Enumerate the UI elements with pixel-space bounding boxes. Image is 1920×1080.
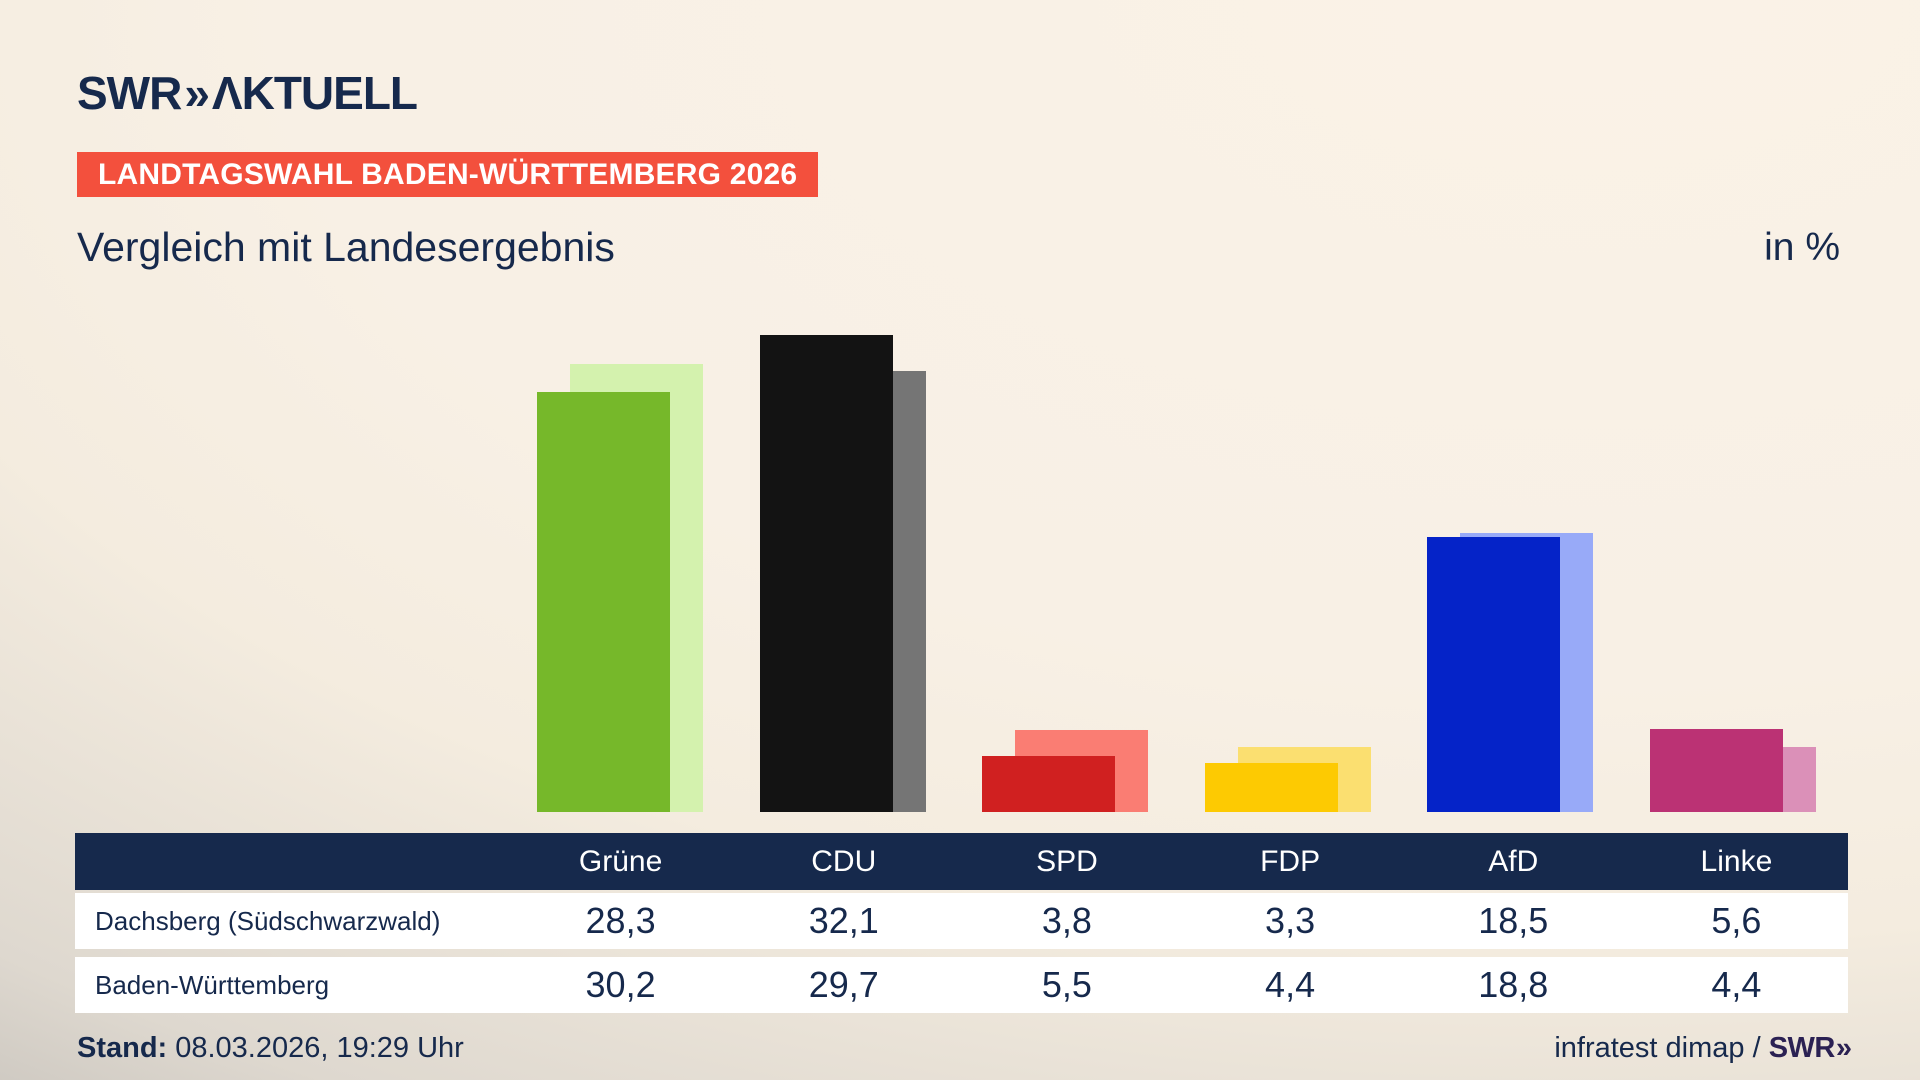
- bar-front-fdp: [1205, 763, 1338, 812]
- party-header-grüne: Grüne: [578, 844, 663, 878]
- table-row-dachsberg: Dachsberg (Südschwarzwald) 28,3 32,1 3,8 3,3…: [75, 893, 1848, 949]
- unit-label: in %: [1764, 226, 1840, 269]
- value-fdp: 3,3: [1265, 900, 1316, 941]
- swr-logo-text: SWR: [77, 67, 182, 119]
- row-label: Dachsberg (Südschwarzwald): [95, 905, 441, 936]
- bar-front-spd: [982, 756, 1115, 812]
- stand-label: Stand:: [77, 1032, 168, 1064]
- source-text: infratest dimap /: [1554, 1032, 1769, 1064]
- value-spd: 3,8: [1041, 900, 1092, 941]
- value-grüne: 30,2: [585, 964, 656, 1005]
- value-linke: 4,4: [1711, 964, 1762, 1005]
- value-fdp: 4,4: [1265, 964, 1316, 1005]
- table-header-row: Grüne CDU SPD FDP AfD Linke: [75, 833, 1848, 890]
- value-cdu: 29,7: [808, 964, 879, 1005]
- value-cdu: 32,1: [808, 900, 879, 941]
- source-swr-text: SWR: [1768, 1032, 1836, 1064]
- swr-aktuell-logo: SWR» ΛKTUELL: [77, 66, 418, 120]
- bar-front-afd: [1427, 537, 1560, 812]
- party-header-afd: AfD: [1488, 844, 1539, 878]
- value-spd: 5,5: [1041, 964, 1092, 1005]
- swr-chevrons-icon: »: [184, 67, 210, 119]
- source-swr-chevrons-icon: »: [1835, 1032, 1852, 1064]
- chart-title: Vergleich mit Landesergebnis: [77, 224, 615, 270]
- aktuell-logo-text: ΛKTUELL: [211, 67, 418, 119]
- party-header-linke: Linke: [1700, 844, 1773, 878]
- value-afd: 18,8: [1478, 964, 1549, 1005]
- source-credit: infratest dimap / SWR»: [1554, 1032, 1852, 1065]
- row-label: Baden-Württemberg: [95, 969, 330, 1000]
- bar-front-cdu: [760, 335, 893, 812]
- party-header-fdp: FDP: [1260, 844, 1321, 878]
- party-header-spd: SPD: [1036, 844, 1098, 878]
- timestamp: Stand: 08.03.2026, 19:29 Uhr: [77, 1032, 464, 1065]
- value-afd: 18,5: [1478, 900, 1549, 941]
- source-swr-logo: SWR»: [1768, 1032, 1852, 1064]
- table-row-baden-wuerttemberg: Baden-Württemberg 30,2 29,7 5,5 4,4 18,8 4,4: [75, 957, 1848, 1013]
- stand-value: 08.03.2026, 19:29 Uhr: [175, 1032, 464, 1064]
- bar-front-linke: [1650, 729, 1783, 812]
- election-badge: LANDTAGSWAHL BADEN-WÜRTTEMBERG 2026: [77, 152, 819, 197]
- party-header-cdu: CDU: [811, 844, 877, 878]
- value-grüne: 28,3: [585, 900, 656, 941]
- value-linke: 5,6: [1711, 900, 1762, 941]
- bar-front-grüne: [537, 392, 670, 812]
